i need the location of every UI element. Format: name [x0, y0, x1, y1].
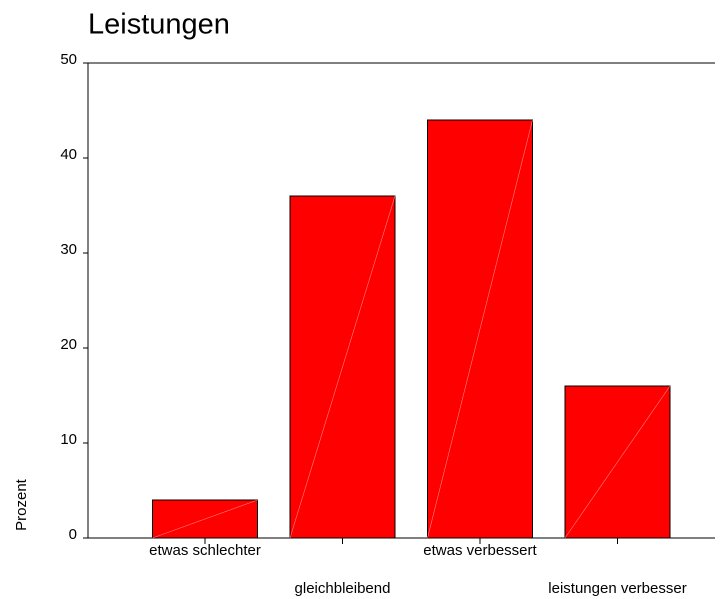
bar-highlight: [564, 385, 671, 539]
x-tick-label: etwas verbessert: [423, 542, 537, 559]
x-tick-label: leistungen verbesser: [548, 580, 686, 597]
y-tick-label: 30: [60, 241, 77, 258]
bar-highlight: [289, 195, 396, 539]
y-tick-label: 0: [69, 526, 77, 543]
y-axis-label: Prozent: [13, 478, 30, 531]
y-tick-label: 10: [60, 431, 77, 448]
bar-highlight: [152, 499, 258, 539]
x-tick-label: gleichbleibend: [295, 580, 391, 597]
bar-highlight: [427, 119, 533, 539]
y-tick-label: 40: [60, 146, 77, 163]
y-tick-label: 50: [60, 51, 77, 68]
chart-title: Leistungen: [88, 9, 230, 41]
y-tick-label: 20: [60, 336, 77, 353]
x-tick-label: etwas schlechter: [149, 542, 261, 559]
